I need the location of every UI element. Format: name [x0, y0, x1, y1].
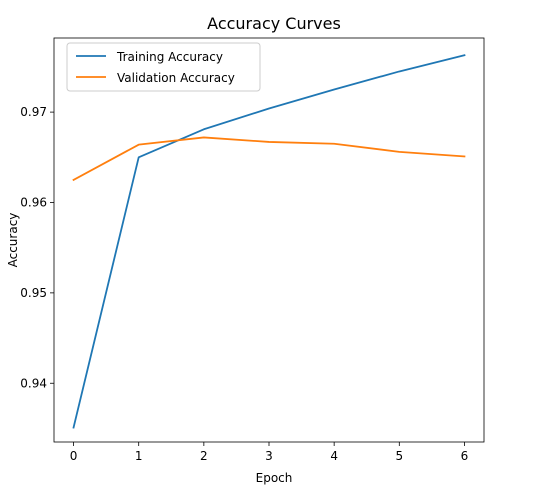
x-tick-label-0: 0	[70, 449, 78, 463]
y-tick-label-3: 0.97	[20, 105, 47, 119]
y-tick-label-0: 0.94	[20, 376, 47, 390]
legend-label-validation: Validation Accuracy	[117, 71, 235, 85]
x-tick-label-1: 1	[135, 449, 143, 463]
chart-title: Accuracy Curves	[207, 14, 341, 33]
y-tick-label-1: 0.95	[20, 286, 47, 300]
x-tick-label-2: 2	[200, 449, 208, 463]
x-axis-label: Epoch	[256, 471, 293, 485]
x-tick-label-4: 4	[330, 449, 338, 463]
plot-area	[72, 54, 466, 429]
legend-label-training: Training Accuracy	[116, 50, 223, 64]
series-line-0	[72, 54, 466, 429]
legend-box	[66, 42, 261, 92]
series-line-1	[72, 136, 466, 182]
legend: Training Accuracy Validation Accuracy	[66, 42, 261, 92]
y-axis: 0.94 0.95 0.96 0.97	[20, 105, 54, 390]
x-tick-label-3: 3	[265, 449, 273, 463]
x-tick-label-6: 6	[461, 449, 469, 463]
x-axis: 0 1 2 3 4 5 6	[70, 442, 469, 463]
x-tick-label-5: 5	[395, 449, 403, 463]
y-axis-label: Accuracy	[6, 213, 20, 268]
y-tick-label-2: 0.96	[20, 195, 47, 209]
